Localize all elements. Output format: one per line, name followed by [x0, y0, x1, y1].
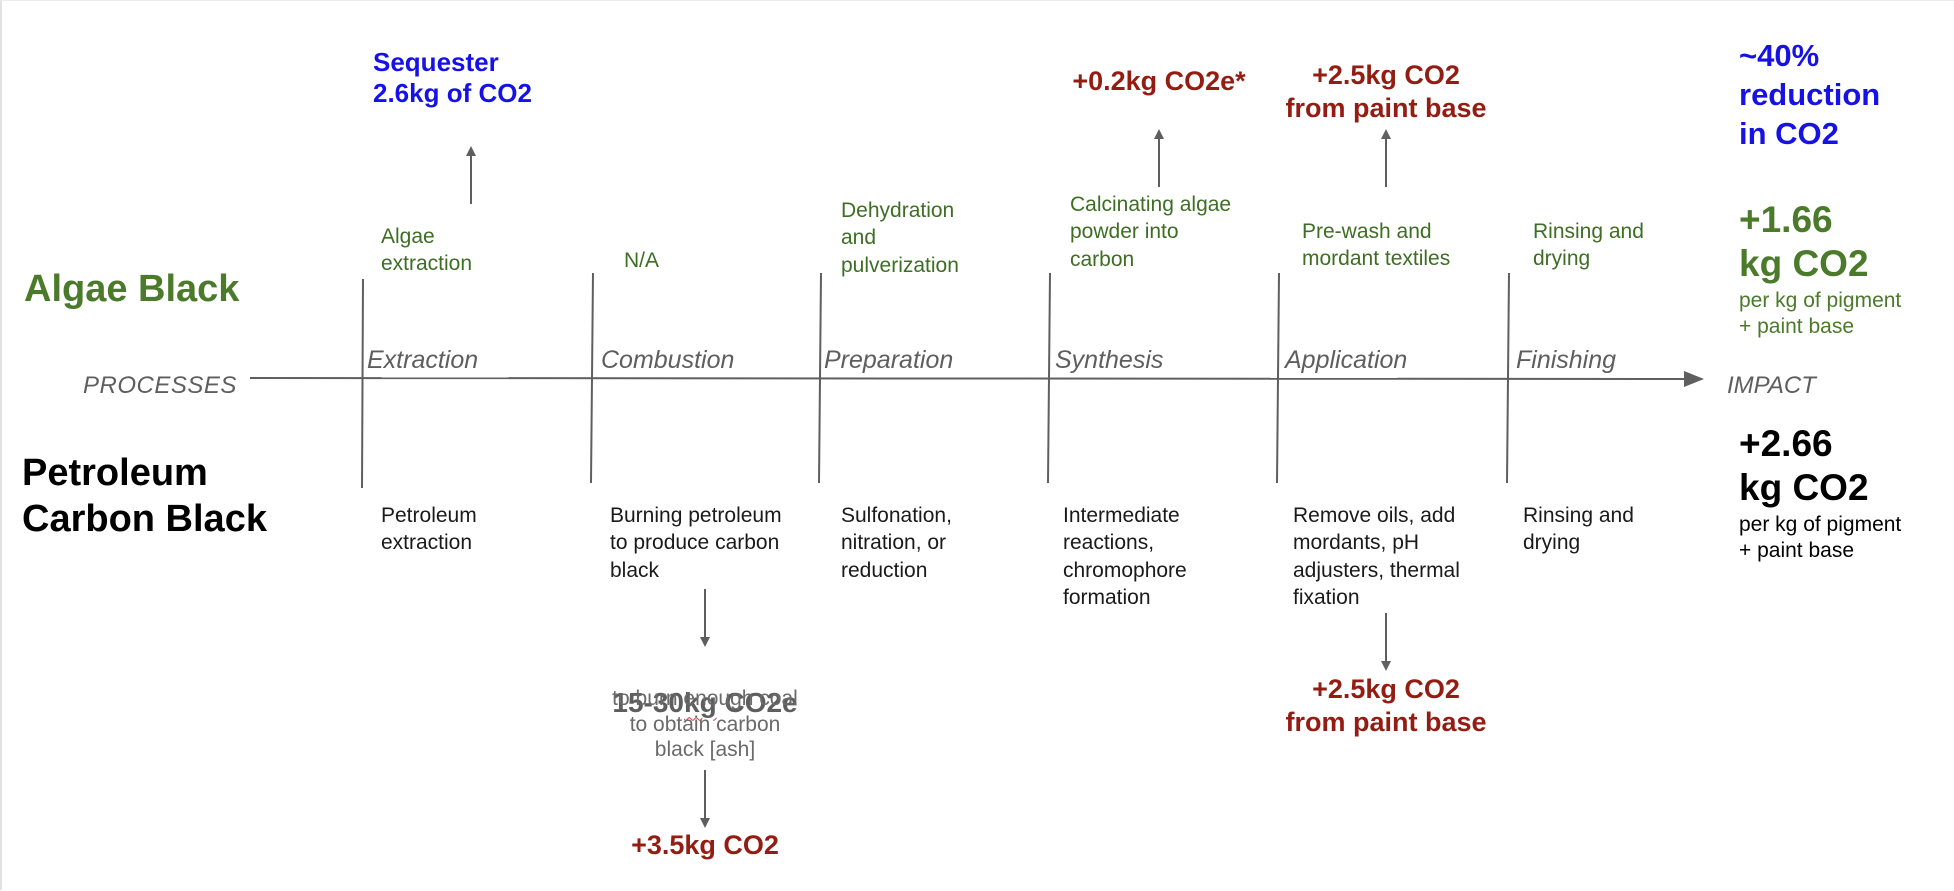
algae-row-label: Algae Black [24, 268, 240, 310]
divider-extraction [361, 278, 364, 489]
divider-finishing [1506, 272, 1510, 484]
impact-reduction: ~40% reduction in CO2 [1739, 38, 1881, 151]
petroleum-application-effect: +2.5kg CO2 from paint base [1285, 674, 1487, 737]
petroleum-step-combustion: Burning petroleum to produce carbon blac… [610, 504, 782, 582]
combustion-head-post: CO2e [716, 687, 798, 719]
impact-petroleum-value: +2.66 kg CO2 [1739, 423, 1869, 509]
axis-start-label: PROCESSES [83, 372, 237, 399]
petroleum-combustion-result: +3.5kg CO2 [631, 830, 779, 860]
axis-end-label: IMPACT [1727, 372, 1816, 399]
impact-algae-value: +1.66 kg CO2 [1739, 199, 1869, 285]
combustion-head-pre: 15-30 [612, 687, 684, 719]
impact-algae-unit: per kg of pigment + paint base [1739, 289, 1902, 339]
algae-step-combustion: N/A [624, 249, 660, 272]
stage-synthesis: Synthesis [1055, 346, 1164, 374]
petroleum-combustion-emission-head: 15-30kg CO2e [585, 649, 825, 722]
algae-step-synthesis: Calcinating algae powder into carbon [1070, 193, 1232, 271]
petroleum-step-application: Remove oils, add mordants, pH adjusters,… [1293, 504, 1460, 609]
divider-preparation [818, 272, 822, 484]
petroleum-step-extraction: Petroleum extraction [381, 504, 477, 555]
divider-combustion [590, 272, 594, 484]
algae-application-effect: +2.5kg CO2 from paint base [1285, 60, 1487, 123]
petroleum-step-finishing: Rinsing and drying [1523, 504, 1634, 555]
impact-petroleum-unit: per kg of pigment + paint base [1739, 513, 1902, 563]
stage-application: Application [1285, 346, 1408, 374]
divider-application [1276, 272, 1280, 484]
algae-step-extraction: Algae extraction [381, 225, 473, 276]
stage-extraction: Extraction [367, 346, 479, 374]
combustion-head-unit: kg [684, 687, 717, 719]
petroleum-step-preparation: Sulfonation, nitration, or reduction [841, 504, 952, 582]
stage-combustion: Combustion [601, 346, 735, 374]
divider-synthesis [1047, 272, 1051, 484]
petroleum-row-label: Petroleum Carbon Black [22, 452, 267, 540]
algae-synthesis-effect: +0.2kg CO2e* [1072, 66, 1246, 96]
process-axis [249, 370, 1704, 387]
algae-step-preparation: Dehydration and pulverization [841, 199, 959, 277]
stage-preparation: Preparation [824, 346, 954, 374]
petroleum-step-synthesis: Intermediate reactions, chromophore form… [1063, 504, 1187, 609]
algae-step-finishing: Rinsing and drying [1533, 220, 1644, 271]
algae-step-application: Pre-wash and mordant textiles [1302, 220, 1451, 271]
stage-finishing: Finishing [1516, 346, 1617, 374]
algae-sequester-effect: Sequester 2.6kg of CO2 [373, 47, 532, 109]
petroleum-combustion-note: to burn enough coal to obtain carbon bla… [612, 687, 798, 762]
